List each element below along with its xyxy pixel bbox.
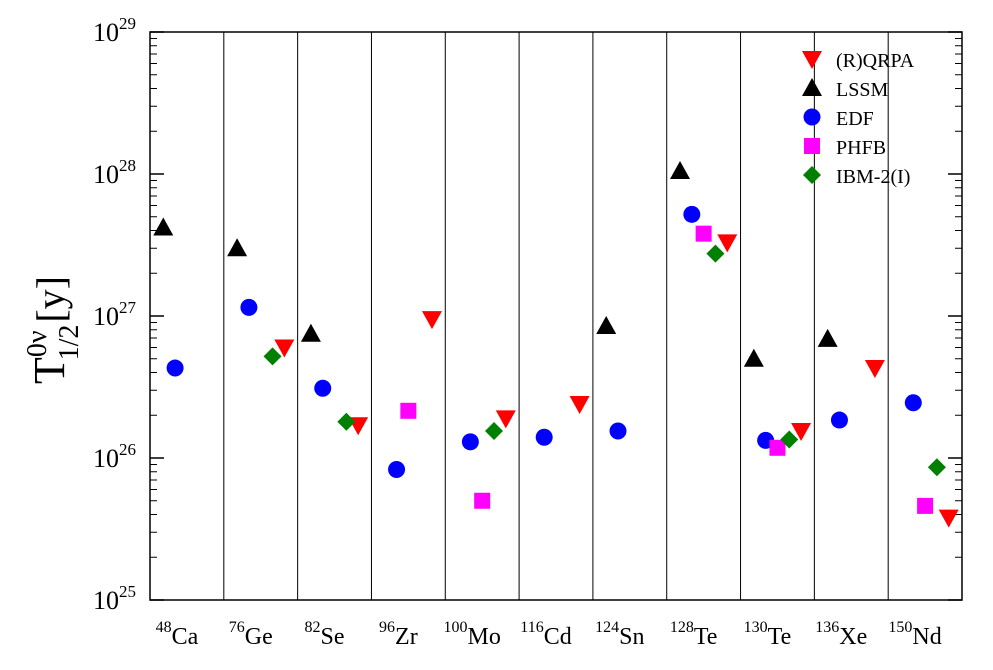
- data-point: [695, 225, 712, 242]
- data-point: [864, 360, 885, 379]
- data-point: [609, 422, 627, 440]
- x-category-label: 136Xe: [815, 619, 867, 650]
- x-category-label: 124Sn: [595, 619, 644, 650]
- data-point: [337, 412, 356, 431]
- legend-marker: [803, 166, 821, 184]
- data-point: [274, 339, 295, 358]
- legend-item: (R)QRPA: [802, 50, 915, 72]
- x-category-label: 48Ca: [156, 619, 199, 650]
- data-point: [817, 328, 838, 347]
- data-point: [791, 422, 812, 441]
- x-axis: 48Ca 76Ge 82Se 96Zr 100Mo 116Cd 124Sn 128Te 130T…: [156, 619, 942, 650]
- legend-item: PHFB: [804, 137, 886, 159]
- data-point: [421, 311, 442, 330]
- data-point: [743, 348, 764, 367]
- legend: (R)QRPA LSSM EDF PHFB IBM-2(I): [802, 50, 915, 188]
- data-marks: [153, 160, 959, 528]
- data-point: [461, 433, 479, 451]
- series-phfb: [400, 225, 934, 514]
- data-point: [917, 497, 934, 514]
- y-tick-label: 1025: [93, 582, 136, 615]
- data-point: [495, 410, 516, 429]
- y-tick-label: 1029: [93, 14, 136, 47]
- x-category-label: 150Nd: [888, 619, 941, 650]
- y-tick-label: 1026: [93, 440, 136, 473]
- x-category-label: 128Te: [670, 619, 718, 650]
- legend-label: EDF: [836, 108, 874, 130]
- legend-marker: [803, 108, 821, 126]
- data-point: [484, 421, 503, 440]
- series--r-qrpa: [274, 234, 959, 528]
- y-axis-label: T0ν1/2[y]: [22, 276, 85, 384]
- data-point: [569, 396, 590, 415]
- data-point: [388, 460, 406, 478]
- category-separators: [223, 32, 889, 600]
- data-point: [683, 205, 701, 223]
- data-point: [938, 509, 959, 528]
- data-point: [717, 234, 738, 253]
- data-point: [314, 379, 332, 397]
- data-point: [474, 492, 491, 509]
- data-point: [166, 359, 184, 377]
- y-tick-label: 1028: [93, 156, 136, 189]
- legend-item: EDF: [803, 108, 874, 130]
- data-point: [400, 402, 417, 419]
- data-point: [535, 428, 553, 446]
- x-category-label: 76Ge: [229, 619, 273, 650]
- legend-marker: [804, 138, 820, 154]
- data-point: [240, 298, 258, 316]
- series-edf: [166, 205, 922, 478]
- data-point: [227, 238, 248, 257]
- legend-label: IBM-2(I): [836, 166, 910, 188]
- legend-label: LSSM: [836, 79, 888, 101]
- data-point: [670, 160, 691, 179]
- legend-label: PHFB: [836, 137, 886, 159]
- data-point: [596, 316, 617, 335]
- series-ibm-2-i-: [263, 244, 946, 477]
- data-point: [263, 347, 282, 366]
- legend-item: IBM-2(I): [803, 166, 910, 188]
- legend-marker: [802, 78, 822, 96]
- x-category-label: 82Se: [305, 619, 345, 650]
- data-point: [830, 411, 848, 429]
- data-point: [769, 439, 786, 456]
- x-category-label: 96Zr: [379, 619, 418, 650]
- series-lssm: [153, 160, 838, 367]
- data-point: [153, 217, 174, 236]
- legend-label: (R)QRPA: [836, 50, 915, 72]
- legend-item: LSSM: [802, 78, 888, 101]
- x-category-label: 116Cd: [520, 619, 571, 650]
- x-category-label: 130Te: [744, 619, 792, 650]
- data-point: [706, 244, 725, 263]
- data-point: [780, 430, 799, 449]
- data-point: [927, 458, 946, 477]
- y-axis: 1025 1026 1027 1028 1029: [93, 14, 962, 615]
- y-tick-label: 1027: [93, 298, 137, 331]
- legend-marker: [802, 51, 822, 69]
- data-point: [904, 394, 922, 412]
- data-point: [300, 323, 321, 342]
- x-category-label: 100Mo: [444, 619, 501, 650]
